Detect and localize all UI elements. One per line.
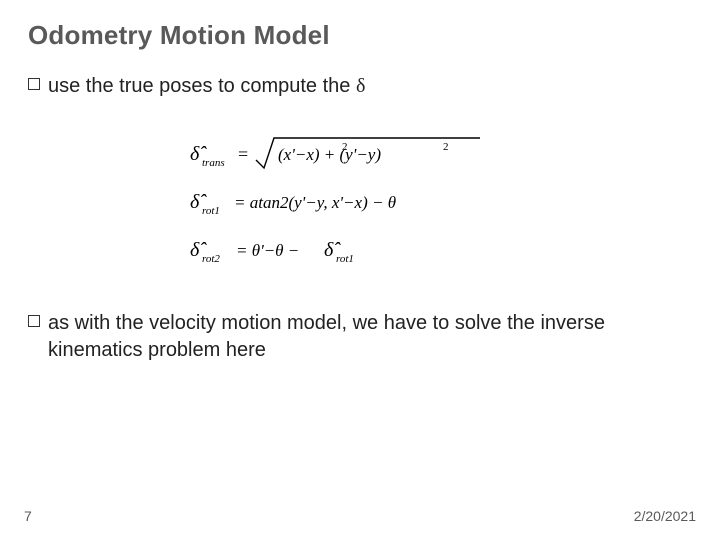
eq-rot2-body-a: = θ'−θ − [236,241,299,260]
delta-symbol: δ [356,75,365,97]
eq-rot1: δ̂ rot1 = atan2(y'−y, x'−x) − θ [190,191,396,217]
slide-title: Odometry Motion Model [28,20,692,51]
eq-trans: δ̂ trans = (x'−x) + (y'−y) 2 2 [190,138,480,169]
eq-trans-sup2: 2 [443,141,449,153]
eq-rot2-subscript2: rot1 [336,253,354,265]
slide-date: 2/20/2021 [634,508,696,524]
bullet-2: as with the velocity motion model, we ha… [28,310,692,364]
bullet-2-text: as with the velocity motion model, we ha… [48,310,692,364]
eq-rot1-subscript: rot1 [202,205,220,217]
bullet-1-pretext: use the true poses to compute the [48,75,356,97]
equations-svg: δ̂ trans = (x'−x) + (y'−y) 2 2 δ̂ rot1 =… [180,130,540,280]
eq-trans-body: (x'−x) + (y'−y) [278,145,381,164]
bullet-1: use the true poses to compute the δ [28,73,692,100]
slide-container: Odometry Motion Model use the true poses… [0,0,720,540]
eq-rot1-body: = atan2(y'−y, x'−x) − θ [234,193,396,212]
eq-trans-subscript: trans [202,157,225,169]
bullet-1-text: use the true poses to compute the δ [48,73,365,100]
equation-block: δ̂ trans = (x'−x) + (y'−y) 2 2 δ̂ rot1 =… [180,130,540,280]
eq-trans-sup1: 2 [342,141,348,153]
page-number: 7 [24,508,32,524]
eq-rot2: δ̂ rot2 = θ'−θ − δ̂ rot1 [190,239,354,265]
eq-rot2-subscript: rot2 [202,253,220,265]
eq-trans-equals: = [238,144,248,164]
bullet-square-icon [28,315,40,327]
bullet-square-icon [28,78,40,90]
